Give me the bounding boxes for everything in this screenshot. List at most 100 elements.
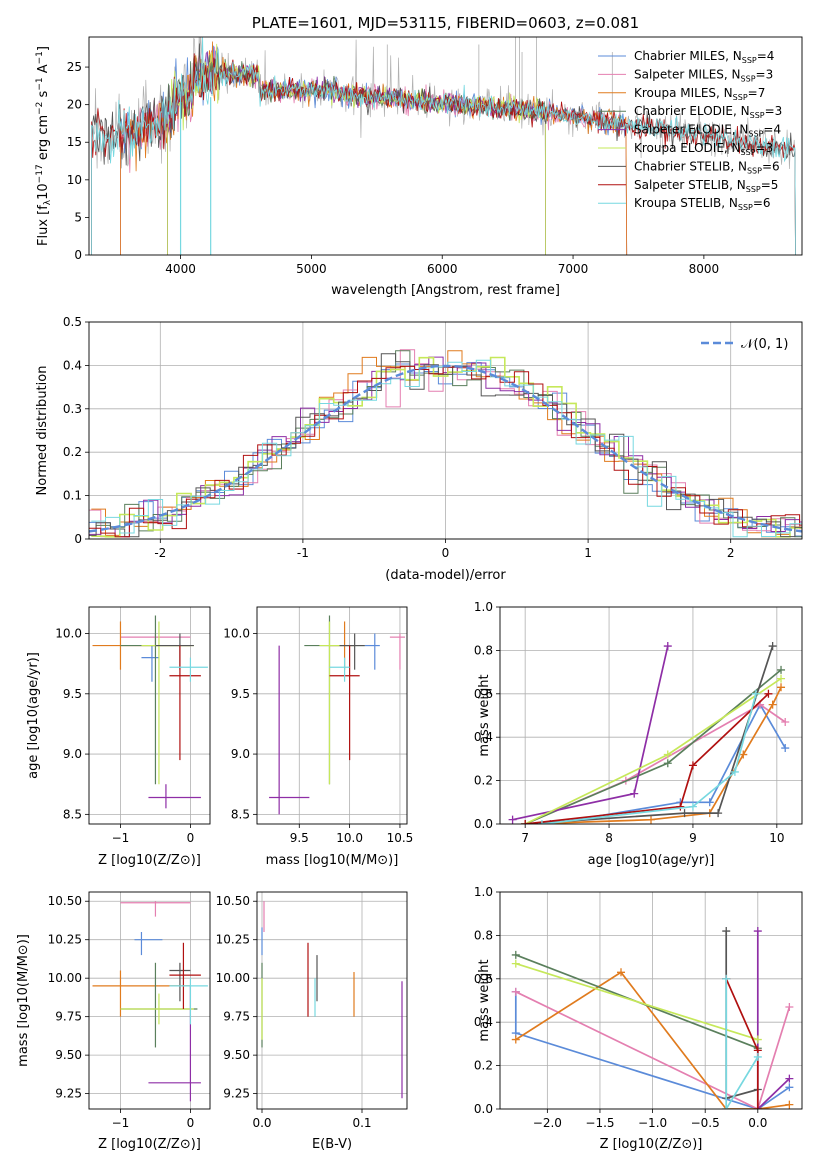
plot-area [91, 37, 796, 255]
y-tick-label: 5 [74, 210, 82, 224]
weight-marker [688, 761, 697, 770]
y-tick-label: 9.50 [223, 1048, 250, 1062]
panel-residuals: -2 -1 0 1 2 0 0.1 0.2 0.3 0.4 0.5 [63, 315, 803, 560]
legend-label: Chabrier MILES, NSSP=4 [634, 49, 774, 65]
weight-marker [777, 683, 786, 692]
x-tick-label: −2.0 [533, 1116, 562, 1130]
x-tick-label: 0.1 [352, 1116, 371, 1130]
x-tick-label: -2 [154, 546, 166, 560]
x-tick-label: 0 [187, 831, 195, 845]
weight-marker [777, 674, 786, 683]
weight-marker [630, 789, 639, 798]
legend-label: Salpeter STELIB, NSSP=5 [634, 178, 778, 194]
weight-marker [722, 1105, 731, 1109]
plot-area [92, 901, 208, 1102]
x-axis-label: Z [log10(Z/Z⊙)] [98, 853, 201, 868]
x-tick-label: 10.5 [387, 831, 414, 845]
x-tick-label: 8 [605, 831, 613, 845]
y-tick-label: 15 [67, 135, 82, 149]
legend-label: Chabrier ELODIE, NSSP=3 [634, 104, 782, 120]
axes-frame [88, 321, 803, 540]
gaussian-curve [89, 364, 802, 533]
plot-area [508, 642, 790, 824]
y-tick-label: 0.0 [474, 817, 493, 831]
x-axis-label: wavelength [Angstrom, rest frame] [331, 283, 560, 298]
x-axis-label: mass [log10(M/M⊙)] [266, 853, 399, 868]
weight-marker [785, 1083, 794, 1092]
weight-marker [785, 1100, 794, 1109]
y-tick-label: 10.0 [55, 627, 82, 641]
plot-area [511, 927, 794, 1109]
weight-line [525, 693, 769, 824]
weight-marker [739, 750, 748, 759]
plot-area [261, 901, 403, 1099]
y-tick-label: 9.50 [55, 1048, 82, 1062]
x-axis-label: age [log10(age/yr)] [588, 853, 715, 868]
x-tick-label: 0.0 [748, 1116, 767, 1130]
x-axis-label: Z [log10(Z/Z⊙)] [98, 1137, 201, 1152]
weight-marker [714, 809, 723, 818]
y-tick-label: 0.0 [474, 1102, 493, 1116]
y-tick-label: 9.75 [223, 1010, 250, 1024]
weight-marker [511, 1035, 520, 1044]
weight-marker [751, 689, 760, 698]
x-tick-label: 4000 [165, 262, 196, 276]
y-tick-label: 0.4 [474, 1015, 493, 1029]
x-tick-label: 5000 [296, 262, 327, 276]
axes-frame [88, 891, 211, 1110]
axes-frame [88, 606, 211, 825]
weight-marker [705, 798, 714, 807]
x-tick-label: 0 [187, 1116, 195, 1130]
y-tick-label: 0 [74, 532, 82, 546]
y-tick-label: 0.4 [474, 730, 493, 744]
y-tick-label: 10.00 [216, 971, 250, 985]
plot-area [89, 349, 802, 538]
y-tick-label: 0.2 [474, 774, 493, 788]
legend: Chabrier MILES, NSSP=4 Salpeter MILES, NS… [598, 49, 782, 212]
y-tick-label: 9.0 [231, 747, 250, 761]
y-tick-label: 0.5 [63, 315, 82, 329]
weight-marker [764, 689, 773, 698]
y-tick-label: 10.25 [48, 933, 82, 947]
x-tick-label: −1 [112, 831, 130, 845]
axes-frame [256, 891, 408, 1110]
weight-marker [647, 815, 655, 824]
spectrum-model-line [91, 37, 796, 255]
weight-line [515, 971, 790, 1109]
weight-marker [511, 987, 520, 996]
y-tick-label: 9.0 [63, 747, 82, 761]
x-axis-label: Z [log10(Z/Z⊙)] [600, 1137, 703, 1152]
y-tick-label: 0.3 [63, 402, 82, 416]
y-tick-label: 20 [67, 98, 82, 112]
legend-label: Kroupa ELODIE, NSSP=3 [634, 141, 773, 157]
axes-frame [499, 606, 803, 825]
legend-label: Salpeter ELODIE, NSSP=4 [634, 123, 781, 139]
y-tick-label: 9.25 [223, 1087, 250, 1101]
weight-marker [781, 744, 790, 753]
weight-line [512, 645, 669, 821]
weight-line [525, 645, 774, 824]
x-tick-label: 6000 [427, 262, 458, 276]
y-tick-label: 0.2 [63, 445, 82, 459]
y-tick-label: 0.2 [474, 1059, 493, 1073]
y-tick-label: 0.8 [474, 643, 493, 657]
weight-line [514, 991, 790, 1109]
weight-line [524, 669, 782, 824]
x-tick-label: 7000 [558, 262, 589, 276]
x-tick-label: 9.5 [290, 831, 309, 845]
weight-line [725, 978, 759, 1109]
legend-label: Chabrier STELIB, NSSP=6 [634, 159, 780, 175]
weight-marker [722, 974, 731, 983]
chart-title: PLATE=1601, MJD=53115, FIBERID=0603, z=0… [252, 14, 639, 32]
weight-marker [663, 750, 672, 759]
y-tick-label: 9.5 [231, 687, 250, 701]
y-tick-label: 8.5 [231, 807, 250, 821]
axes-frame [499, 891, 803, 1110]
y-tick-label: 10.00 [48, 971, 82, 985]
weight-marker [768, 700, 777, 709]
y-tick-label: 0 [74, 248, 82, 262]
x-tick-label: 8000 [689, 262, 720, 276]
weight-line [541, 693, 757, 824]
weight-line [515, 962, 759, 1041]
